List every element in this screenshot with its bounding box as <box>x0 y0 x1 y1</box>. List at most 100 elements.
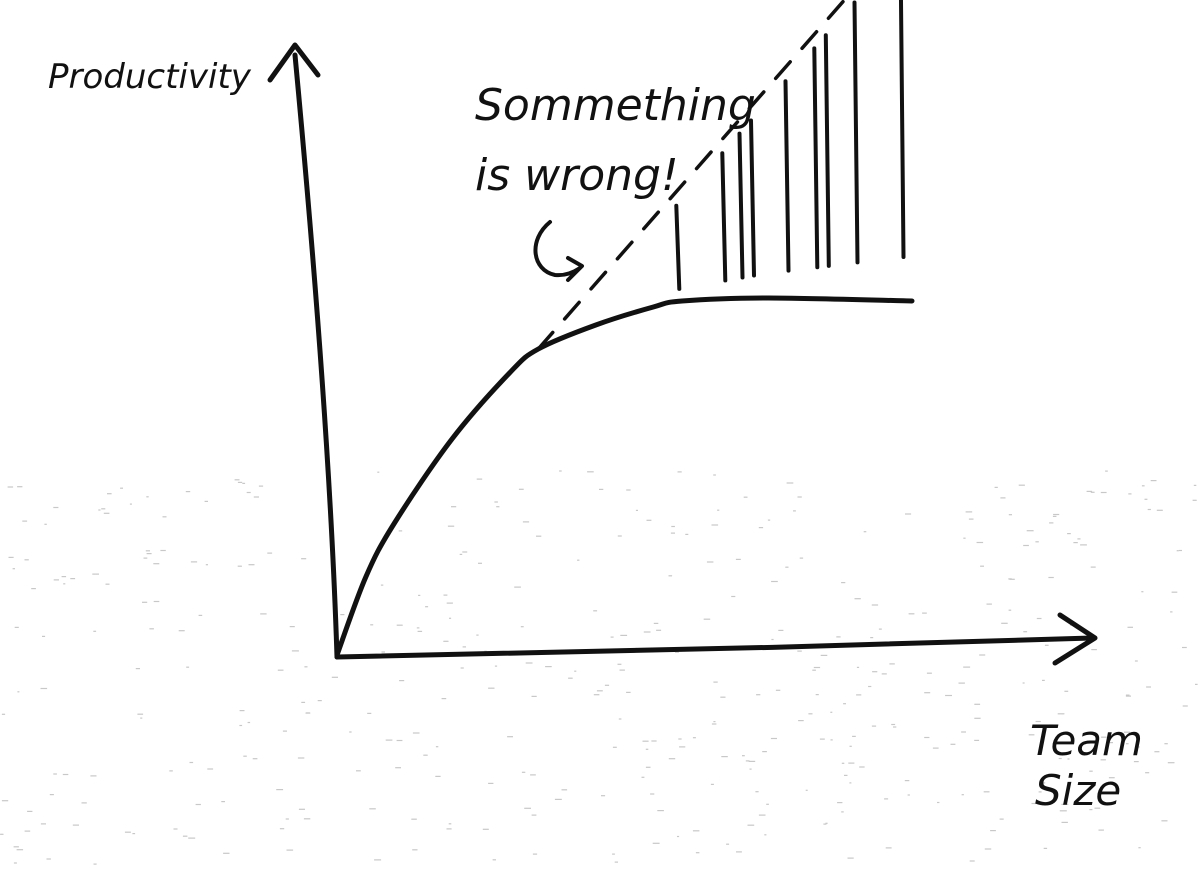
y-axis-arrowhead <box>267 42 321 83</box>
paper-speck <box>612 746 617 748</box>
paper-speck <box>642 740 649 742</box>
paper-speck <box>561 789 568 791</box>
paper-speck <box>820 654 828 656</box>
paper-speck <box>153 600 160 603</box>
expected-trend <box>536 0 847 351</box>
paper-speck <box>819 738 825 740</box>
paper-speck <box>1036 617 1042 620</box>
paper-speck <box>836 636 841 638</box>
paper-speck <box>239 710 245 712</box>
paper-speck <box>1125 743 1129 745</box>
paper-speck <box>46 858 51 860</box>
paper-speck <box>447 525 455 527</box>
paper-speck <box>92 573 99 575</box>
paper-speck <box>657 810 664 812</box>
paper-speck <box>146 553 152 555</box>
paper-speck <box>186 666 190 668</box>
annotation-line-2: is wrong! <box>475 150 679 201</box>
paper-speck <box>601 795 606 797</box>
paper-speck <box>651 740 657 742</box>
paper-speck <box>124 831 131 833</box>
paper-speck <box>999 818 1004 820</box>
paper-speck <box>412 732 420 734</box>
paper-speck <box>771 638 774 641</box>
paper-speck <box>399 680 405 682</box>
paper-speck <box>476 634 479 636</box>
paper-speck <box>770 737 777 740</box>
paper-speck <box>514 586 521 588</box>
paper-speck <box>758 527 764 529</box>
paper-speck <box>223 852 230 854</box>
paper-speck <box>42 635 46 637</box>
paper-speck <box>554 798 562 800</box>
gap-hatch-line <box>749 118 756 278</box>
paper-speck <box>614 861 618 863</box>
paper-speck <box>522 521 530 523</box>
paper-speck <box>767 519 771 521</box>
paper-speck <box>53 579 59 581</box>
paper-speck <box>969 860 975 862</box>
paper-speck <box>994 486 998 488</box>
paper-speck <box>596 690 603 692</box>
paper-speck <box>297 757 305 759</box>
paper-speck <box>764 834 767 836</box>
paper-speck <box>107 493 112 495</box>
paper-speck <box>679 746 686 748</box>
paper-speck <box>710 783 714 785</box>
annotation-line-1: Sommething <box>475 80 756 131</box>
paper-speck <box>799 557 804 559</box>
paper-speck <box>677 835 680 838</box>
paper-speck <box>726 843 730 845</box>
paper-speck <box>1018 484 1025 486</box>
paper-speck <box>195 803 201 806</box>
gap-hatch-line <box>674 203 682 291</box>
paper-speck <box>626 691 631 693</box>
paper-speck <box>24 830 31 832</box>
paper-speck <box>965 511 973 513</box>
paper-speck <box>863 531 867 533</box>
paper-speck <box>16 849 24 851</box>
paper-speck <box>93 863 97 865</box>
paper-speck <box>856 666 860 668</box>
paper-speck <box>695 852 700 854</box>
paper-speck <box>775 689 781 691</box>
paper-speck <box>1008 609 1012 611</box>
paper-speck <box>380 584 384 586</box>
paper-speck <box>145 550 150 552</box>
paper-speck <box>190 561 198 563</box>
paper-speck <box>27 810 33 812</box>
paper-speck <box>958 682 965 684</box>
paper-speck <box>854 598 861 600</box>
paper-speck <box>303 818 311 820</box>
paper-speck <box>301 701 306 703</box>
paper-speck <box>374 859 382 861</box>
paper-speck <box>132 833 136 835</box>
paper-speck <box>1058 757 1062 760</box>
paper-speck <box>1107 742 1113 744</box>
gap-hatch-line <box>898 0 906 259</box>
paper-speck <box>530 774 536 776</box>
paper-speck <box>1141 485 1145 487</box>
paper-speck <box>849 782 852 784</box>
gap-hatch-line <box>823 33 831 268</box>
paper-speck <box>1134 660 1138 662</box>
paper-speck <box>531 695 537 697</box>
paper-speck <box>974 717 981 719</box>
paper-speck <box>1073 542 1078 544</box>
paper-speck <box>13 862 17 864</box>
paper-speck <box>1141 591 1144 593</box>
paper-speck <box>859 766 865 768</box>
paper-speck <box>1170 611 1173 613</box>
paper-speck <box>44 523 47 525</box>
paper-speck <box>417 630 423 632</box>
paper-speck <box>668 575 673 577</box>
paper-speck <box>885 847 892 849</box>
paper-speck <box>808 713 813 715</box>
paper-speck <box>656 629 662 631</box>
paper-speck <box>771 580 778 583</box>
paper-speck <box>1035 720 1041 723</box>
paper-speck <box>1105 470 1108 472</box>
paper-speck <box>253 496 259 498</box>
paper-speck <box>304 666 308 668</box>
paper-speck <box>990 830 996 832</box>
